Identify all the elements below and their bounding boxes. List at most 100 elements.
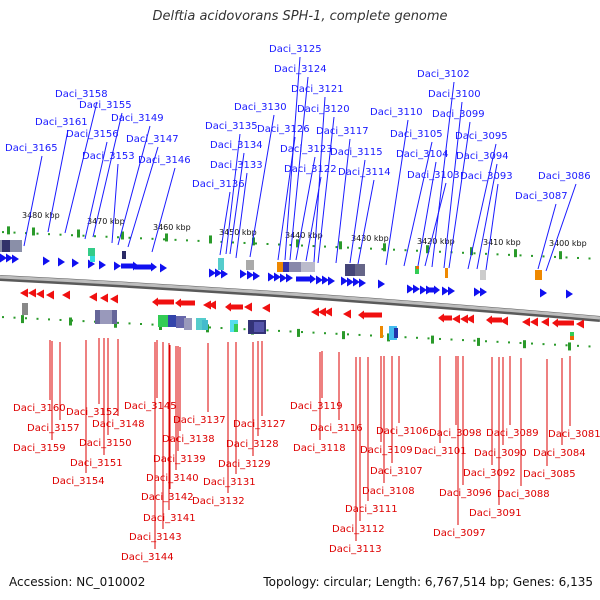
feature-box bbox=[246, 260, 254, 270]
gene-label-reverse: Daci_3091 bbox=[469, 508, 522, 519]
forward-gene bbox=[442, 286, 449, 296]
gene-label-reverse: Daci_3150 bbox=[79, 438, 132, 449]
leader-line bbox=[335, 138, 351, 264]
guide-dot bbox=[508, 253, 510, 256]
forward-gene bbox=[121, 263, 134, 269]
reverse-gene bbox=[46, 290, 54, 300]
feature-box bbox=[535, 270, 542, 280]
leader-line bbox=[23, 155, 43, 247]
gene-label-forward: Daci_3146 bbox=[138, 155, 191, 166]
guide-dot bbox=[324, 332, 326, 335]
reverse-gene bbox=[20, 288, 28, 298]
feature-box bbox=[254, 322, 264, 332]
forward-gene bbox=[310, 274, 316, 284]
guide-dot bbox=[128, 322, 131, 325]
leader-line bbox=[47, 129, 69, 233]
guide-dot bbox=[508, 341, 510, 344]
guide-dot bbox=[197, 239, 200, 242]
feature-box bbox=[415, 266, 419, 274]
feature-box bbox=[90, 256, 95, 262]
forward-gene bbox=[114, 261, 121, 271]
guide-dot bbox=[48, 233, 50, 236]
guide-dot bbox=[347, 246, 349, 249]
guide-dot bbox=[439, 337, 441, 340]
scale-label: 3400 kbp bbox=[549, 239, 587, 248]
reverse-gene bbox=[157, 299, 174, 305]
guide-dot bbox=[2, 231, 4, 234]
guide-dot bbox=[278, 243, 280, 246]
reverse-gene bbox=[318, 307, 326, 317]
gene-label-forward: Daci_3126 bbox=[257, 124, 310, 135]
guide-dot bbox=[519, 254, 522, 257]
gene-label-reverse: Daci_3152 bbox=[66, 407, 119, 418]
guide-dot bbox=[289, 244, 292, 247]
leader-line bbox=[295, 156, 316, 261]
reverse-gene bbox=[152, 297, 158, 307]
guide-dot bbox=[542, 343, 545, 346]
gene-label-forward: Daci_3110 bbox=[370, 107, 423, 118]
guide-dot bbox=[370, 247, 372, 250]
forward-gene bbox=[209, 268, 216, 278]
gene-label-reverse: Daci_3128 bbox=[226, 439, 279, 450]
guide-dot bbox=[232, 241, 234, 244]
gene-label-reverse: Daci_3112 bbox=[332, 524, 385, 535]
gene-label-reverse: Daci_3119 bbox=[290, 401, 343, 412]
guide-dot bbox=[82, 320, 85, 323]
forward-gene bbox=[280, 273, 287, 283]
guide-dot bbox=[496, 340, 499, 343]
scale-label: 3470 kbp bbox=[87, 217, 125, 226]
reverse-gene bbox=[244, 302, 252, 312]
leader-line bbox=[111, 163, 119, 244]
guide-dot bbox=[36, 232, 39, 235]
gene-label-reverse: Daci_3084 bbox=[533, 448, 586, 459]
gene-label-forward: Daci_3123 bbox=[280, 144, 333, 155]
guide-dot bbox=[36, 317, 39, 320]
reverse-gene bbox=[100, 293, 108, 303]
forward-gene bbox=[99, 260, 106, 270]
gene-label-forward: Daci_3095 bbox=[455, 131, 508, 142]
guide-dot bbox=[140, 237, 142, 240]
gene-label-forward: Daci_3125 bbox=[269, 44, 322, 55]
reverse-gene bbox=[363, 312, 382, 318]
scale-label: 3460 kbp bbox=[153, 223, 191, 232]
gene-label-forward: Daci_3094 bbox=[456, 151, 509, 162]
gene-label-reverse: Daci_3132 bbox=[192, 496, 245, 507]
feature-box bbox=[277, 262, 285, 272]
feature-box bbox=[168, 315, 176, 327]
leader-line bbox=[151, 167, 176, 253]
forward-gene bbox=[540, 288, 547, 298]
forward-gene bbox=[420, 285, 427, 295]
scale-label: 3410 kbp bbox=[483, 238, 521, 247]
gene-label-forward: Daci_3156 bbox=[66, 129, 119, 140]
reverse-gene bbox=[358, 310, 364, 320]
guide-dot bbox=[140, 323, 142, 325]
gene-label-reverse: Daci_3154 bbox=[52, 476, 105, 487]
gene-label-reverse: Daci_3111 bbox=[345, 504, 398, 515]
gene-label-forward: Daci_3117 bbox=[316, 126, 369, 137]
gene-label-reverse: Daci_3098 bbox=[429, 428, 482, 439]
gene-label-forward: Daci_3099 bbox=[432, 109, 485, 120]
guide-dot bbox=[542, 255, 545, 258]
forward-gene bbox=[221, 269, 228, 279]
major-tick bbox=[121, 231, 124, 240]
gene-label-forward: Daci_3115 bbox=[330, 147, 383, 158]
guide-dot bbox=[473, 252, 476, 255]
guide-dot bbox=[25, 317, 27, 320]
gene-label-forward: Daci_3149 bbox=[111, 113, 164, 124]
reverse-gene bbox=[438, 313, 444, 323]
guide-dot bbox=[565, 344, 568, 347]
forward-gene bbox=[215, 268, 222, 278]
feature-box bbox=[389, 326, 397, 340]
guide-dot bbox=[13, 316, 16, 319]
gene-label-forward: Daci_3086 bbox=[538, 171, 591, 182]
feature-box bbox=[196, 318, 206, 330]
guide-dot bbox=[220, 327, 223, 330]
gene-label-reverse: Daci_3144 bbox=[121, 552, 174, 563]
guide-dot bbox=[163, 238, 165, 241]
leader-line bbox=[92, 112, 123, 238]
leader-line bbox=[284, 56, 301, 261]
feature-box bbox=[416, 266, 419, 269]
gene-label-reverse: Daci_3090 bbox=[474, 448, 527, 459]
forward-gene bbox=[359, 278, 366, 288]
gene-label-forward: Daci_3155 bbox=[79, 100, 132, 111]
